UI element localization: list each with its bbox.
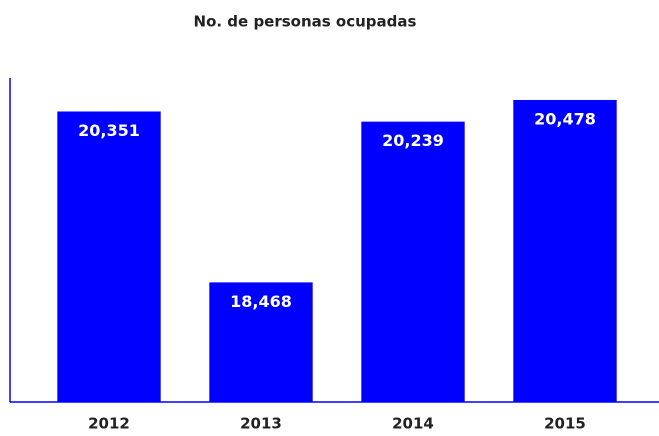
x-tick-label: 2015 xyxy=(544,415,586,433)
value-label: 20,239 xyxy=(382,131,444,150)
value-label: 20,351 xyxy=(78,121,140,140)
bar xyxy=(57,111,161,402)
chart-title: No. de personas ocupadas xyxy=(194,13,417,31)
value-label: 18,468 xyxy=(230,292,292,311)
x-tick-label: 2014 xyxy=(392,415,434,433)
bar xyxy=(209,282,313,402)
bar xyxy=(361,121,465,402)
x-tick-label: 2013 xyxy=(240,415,282,433)
x-tick-label: 2012 xyxy=(88,415,130,433)
bar xyxy=(513,99,617,403)
value-label: 20,478 xyxy=(534,109,596,128)
